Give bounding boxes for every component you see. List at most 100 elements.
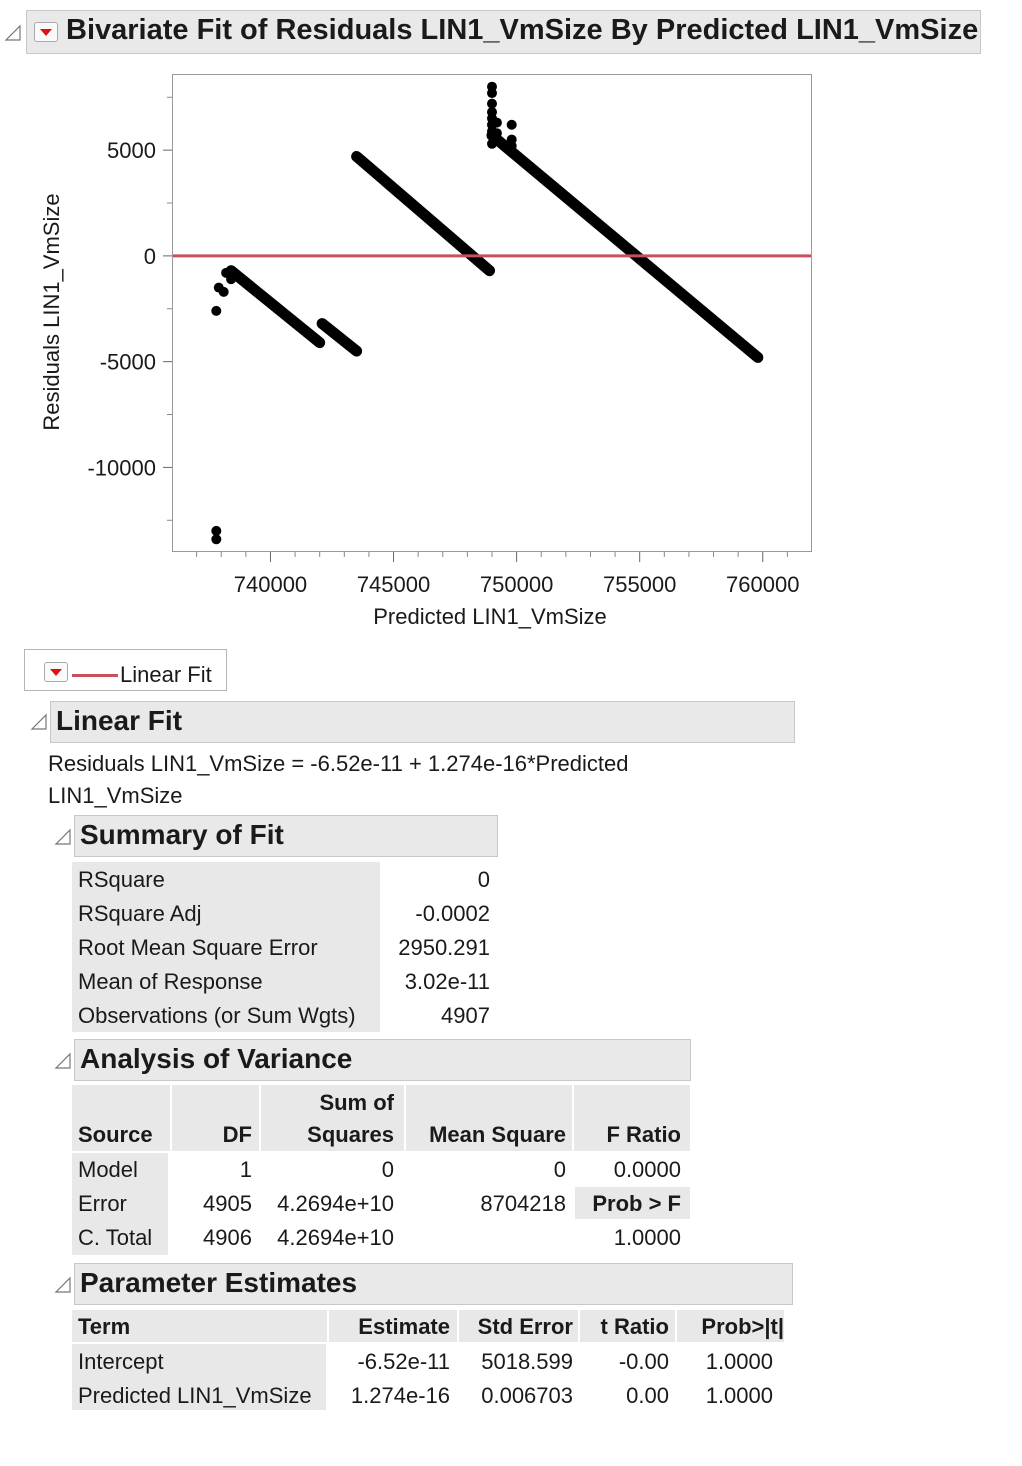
x-tick-label: 750000 (480, 572, 553, 597)
point-streak (316, 318, 363, 357)
collapse-triangle-icon[interactable] (54, 1276, 72, 1294)
data-point (487, 88, 497, 99)
anova-f: 1.0000 (613, 1225, 681, 1250)
collapse-triangle-icon[interactable] (54, 828, 72, 846)
data-point (228, 269, 239, 280)
linear-fit-title: Linear Fit (56, 705, 183, 736)
anova-ms: 0 (553, 1157, 566, 1182)
anova-df: 1 (239, 1157, 252, 1182)
anova-source: C. Total (78, 1225, 153, 1250)
data-point (491, 117, 502, 128)
summary-value: 2950.291 (398, 935, 490, 960)
summary-label: Observations (or Sum Wgts) (78, 1003, 356, 1028)
anova-title: Analysis of Variance (80, 1043, 353, 1074)
pe-header-row (72, 1310, 784, 1342)
pe-t-ratio: -0.00 (618, 1349, 669, 1374)
anova-header-row (72, 1085, 690, 1151)
data-point (487, 138, 497, 149)
anova-ss: 4.2694e+10 (277, 1191, 394, 1216)
pe-col-prob-t: Prob>|t| (701, 1314, 784, 1339)
anova-source: Error (78, 1191, 127, 1216)
data-point (211, 534, 222, 545)
anova-ms: 8704218 (480, 1191, 566, 1216)
y-tick-label: 0 (144, 244, 156, 269)
pe-prob-t: 1.0000 (705, 1383, 773, 1408)
report-menu-button[interactable] (34, 22, 58, 42)
legend-label: Linear Fit (120, 662, 212, 687)
summary-label: RSquare Adj (78, 901, 202, 926)
point-streak (225, 265, 326, 349)
prob-f-label-bg (575, 1187, 690, 1219)
x-tick-label: 740000 (234, 572, 307, 597)
fit-equation-cont: LIN1_VmSize (48, 783, 183, 808)
point-streak (486, 129, 764, 363)
parameter-estimates-header (74, 1263, 793, 1305)
pe-col-std-error: Std Error (477, 1314, 573, 1339)
data-point (506, 119, 517, 130)
pe-prob-t: 1.0000 (705, 1349, 773, 1374)
pe-term: Predicted LIN1_VmSize (78, 1383, 312, 1408)
pe-t-ratio: 0.00 (626, 1383, 669, 1408)
anova-col-ms: Mean Square (429, 1122, 566, 1147)
summary-label-column (72, 862, 380, 1032)
linear-fit-header (50, 701, 795, 743)
anova-col-df: DF (222, 1122, 252, 1147)
pe-col-estimate: Estimate (358, 1314, 450, 1339)
anova-col-source: Source (78, 1122, 153, 1147)
data-point (491, 128, 502, 139)
fit-equation: Residuals LIN1_VmSize = -6.52e-11 + 1.27… (48, 751, 629, 776)
legend-box (24, 649, 227, 691)
collapse-triangle-icon[interactable] (30, 713, 48, 731)
pe-term: Intercept (78, 1349, 164, 1374)
pe-std-error: 5018.599 (481, 1349, 573, 1374)
anova-f: 0.0000 (613, 1157, 681, 1182)
anova-source: Model (78, 1157, 138, 1182)
report-title: Bivariate Fit of Residuals LIN1_VmSize B… (66, 14, 979, 46)
summary-value: 4907 (441, 1003, 490, 1028)
anova-df: 4905 (203, 1191, 252, 1216)
data-point (211, 305, 222, 316)
x-tick-label: 760000 (726, 572, 799, 597)
pe-col-t-ratio: t Ratio (600, 1314, 669, 1339)
collapse-triangle-icon[interactable] (4, 24, 22, 42)
anova-col-f: F Ratio (606, 1122, 681, 1147)
pe-std-error: 0.006703 (481, 1383, 573, 1408)
report-header (26, 10, 981, 54)
data-point (506, 140, 517, 151)
summary-value: 0 (477, 867, 490, 892)
y-tick-label: -5000 (100, 350, 156, 375)
anova-col-ss-2: Squares (307, 1122, 394, 1147)
anova-col-ss-1: Sum of (319, 1090, 394, 1115)
pe-estimate: 1.274e-16 (350, 1383, 450, 1408)
pe-col-term: Term (78, 1314, 131, 1339)
point-streak (351, 150, 496, 277)
summary-of-fit-title: Summary of Fit (80, 819, 284, 850)
summary-label: Mean of Response (78, 969, 263, 994)
parameter-estimates-title: Parameter Estimates (80, 1267, 358, 1298)
anova-source-column (72, 1153, 168, 1255)
anova-header (74, 1039, 691, 1081)
anova-ss: 4.2694e+10 (277, 1225, 394, 1250)
x-axis-label: Predicted LIN1_VmSize (373, 604, 607, 629)
collapse-triangle-icon[interactable] (54, 1052, 72, 1070)
summary-label: Root Mean Square Error (78, 935, 318, 960)
summary-of-fit-header (74, 815, 498, 857)
y-tick-label: 5000 (107, 138, 156, 163)
y-tick-label: -10000 (87, 455, 156, 480)
data-point (487, 98, 497, 109)
x-tick-label: 745000 (357, 572, 430, 597)
legend-line-swatch (72, 674, 118, 677)
scatter-plot: 5000 0 -5000 -10000 740000 745000 750000 755000… (87, 81, 811, 597)
summary-value: -0.0002 (415, 901, 490, 926)
summary-label: RSquare (78, 867, 165, 892)
data-point (211, 525, 222, 536)
x-tick-label: 755000 (603, 572, 676, 597)
anova-f: Prob > F (592, 1191, 681, 1216)
data-point (218, 286, 229, 297)
anova-df: 4906 (203, 1225, 252, 1250)
linear-fit-menu-button[interactable] (44, 662, 68, 682)
pe-estimate: -6.52e-11 (357, 1349, 450, 1374)
summary-value: 3.02e-11 (404, 969, 490, 994)
anova-ss: 0 (381, 1157, 394, 1182)
pe-term-column (72, 1344, 326, 1410)
